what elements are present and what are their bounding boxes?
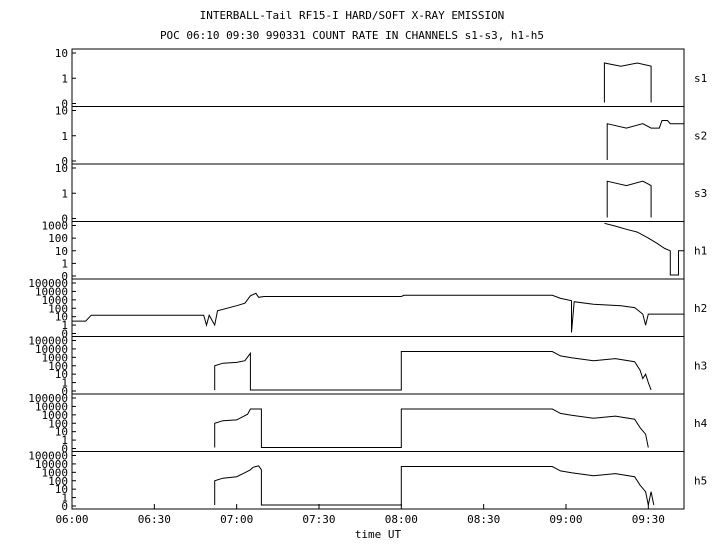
series-line-h3 xyxy=(214,351,652,391)
y-tick-label-s1: 10 xyxy=(55,47,68,60)
panel-frame-h2 xyxy=(71,278,685,337)
series-line-s1 xyxy=(603,62,652,103)
series-line-h1 xyxy=(604,222,684,276)
y-tick-label-h5: 1000 xyxy=(42,466,69,479)
y-tick-label-h3: 10000 xyxy=(35,343,68,356)
y-tick-label-s2: 0 xyxy=(61,155,68,168)
panel-frame-h1 xyxy=(71,221,685,280)
y-tick-label-s2: 10 xyxy=(55,105,68,118)
time-axis: 06:00 06:30 07:00 07:30 08:00 08:30 09:00 09:30 xyxy=(55,504,665,526)
y-tick-label-h5: 100000 xyxy=(28,450,68,463)
x-tick-label: 08:00 xyxy=(385,513,418,526)
y-tick-label-h2: 100000 xyxy=(28,277,68,290)
y-tick-label-h1: 10 xyxy=(55,245,68,258)
y-tick-label-h5: 10000 xyxy=(35,458,68,471)
panel-label-s1: s1 xyxy=(694,72,707,85)
y-tick-label-s1: 0 xyxy=(61,98,68,111)
y-tick-label-h2: 10 xyxy=(55,311,68,324)
y-tick-label-h1: 1000 xyxy=(42,220,69,233)
y-tick-label-h4: 1000 xyxy=(42,409,69,422)
y-tick-label-s3: 0 xyxy=(61,213,68,226)
y-tick-label-h2: 100 xyxy=(48,302,68,315)
chart-subtitle: POC 06:10 09:30 990331 COUNT RATE IN CHA… xyxy=(160,29,544,42)
y-tick-label-h2: 10000 xyxy=(35,285,68,298)
y-tick-label-h1: 1 xyxy=(61,257,68,270)
panel-frame-s1 xyxy=(71,48,685,107)
y-tick-label-h5: 0 xyxy=(61,500,68,513)
y-tick-label-h2: 1 xyxy=(61,319,68,332)
series-line-h4 xyxy=(214,408,649,448)
y-tick-label-h4: 1 xyxy=(61,434,68,447)
panel-label-h3: h3 xyxy=(694,359,707,372)
y-tick-label-h4: 100 xyxy=(48,417,68,430)
y-tick-label-h3: 1000 xyxy=(42,351,69,364)
y-tick-label-s3: 10 xyxy=(55,162,68,175)
y-tick-label-h4: 100000 xyxy=(28,392,68,405)
y-tick-label-h3: 100000 xyxy=(28,335,68,348)
y-tick-label-h4: 10 xyxy=(55,426,68,439)
y-tick-label-s1: 1 xyxy=(61,72,68,85)
panel-stack: 1010s11010s21010s310001001010h1100000100… xyxy=(28,47,707,513)
panel-label-h2: h2 xyxy=(694,302,707,315)
y-tick-label-h3: 0 xyxy=(61,385,68,398)
y-tick-label-s2: 1 xyxy=(61,130,68,143)
series-line-s2 xyxy=(606,120,684,160)
panel-label-h5: h5 xyxy=(694,474,707,487)
y-tick-label-h4: 10000 xyxy=(35,400,68,413)
y-tick-label-h1: 0 xyxy=(61,270,68,283)
x-tick-label: 06:30 xyxy=(138,513,171,526)
chart-title: INTERBALL-Tail RF15-I HARD/SOFT X-RAY EM… xyxy=(200,9,505,22)
series-line-s3 xyxy=(606,180,652,218)
x-axis-label: time UT xyxy=(355,528,402,541)
x-tick-label: 07:00 xyxy=(220,513,253,526)
x-tick-label: 09:00 xyxy=(549,513,582,526)
x-tick-label: 06:00 xyxy=(55,513,88,526)
x-tick-label: 09:30 xyxy=(632,513,665,526)
y-tick-label-h1: 100 xyxy=(48,232,68,245)
series-line-h5 xyxy=(214,465,655,506)
y-tick-label-h4: 0 xyxy=(61,443,68,456)
y-tick-label-h5: 10 xyxy=(55,483,68,496)
y-tick-label-s3: 1 xyxy=(61,187,68,200)
y-tick-label-h5: 100 xyxy=(48,475,68,488)
y-tick-label-h5: 1 xyxy=(61,492,68,505)
panel-frame-h3 xyxy=(71,336,685,395)
panel-frame-s3 xyxy=(71,163,685,222)
y-tick-label-h2: 1000 xyxy=(42,294,69,307)
panel-frame-h5 xyxy=(71,451,685,510)
x-tick-label: 07:30 xyxy=(302,513,335,526)
y-tick-label-h3: 1 xyxy=(61,377,68,390)
y-tick-label-h2: 0 xyxy=(61,328,68,341)
y-tick-label-h3: 10 xyxy=(55,368,68,381)
panel-label-s3: s3 xyxy=(694,187,707,200)
panel-label-h1: h1 xyxy=(694,244,707,257)
series-line-h2 xyxy=(72,292,684,333)
panel-label-h4: h4 xyxy=(694,417,708,430)
panel-frame-h4 xyxy=(71,393,685,452)
x-tick-label: 08:30 xyxy=(467,513,500,526)
y-tick-label-h3: 100 xyxy=(48,360,68,373)
panel-frame-s2 xyxy=(71,106,685,165)
panel-label-s2: s2 xyxy=(694,129,707,142)
